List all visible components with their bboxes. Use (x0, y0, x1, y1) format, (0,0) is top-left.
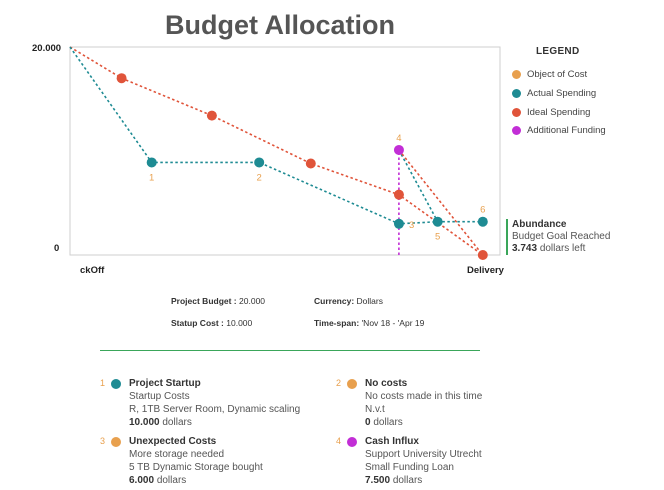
legend-label: Additional Funding (527, 125, 606, 136)
abundance-annotation: Abundance Budget Goal Reached 3.743 doll… (506, 219, 610, 255)
entry-amount: 6.000 (129, 475, 155, 486)
entry-marker (111, 379, 121, 389)
currency-label: Currency: (314, 296, 355, 306)
legend-item-object-of-cost: Object of Cost (512, 69, 587, 80)
series-line-ideal-spending-0 (69, 46, 484, 256)
project-budget-value: 20.000 (239, 296, 266, 306)
section-divider (100, 350, 480, 351)
entry-number: 1 (100, 378, 106, 388)
data-point-actual-spending (477, 216, 488, 227)
data-point-actual-spending (254, 157, 265, 168)
entry-line: R, 1TB Server Room, Dynamic scaling (129, 404, 301, 415)
marker-label-2: 2 (257, 172, 262, 183)
x-label-end: Delivery (467, 265, 504, 276)
project-budget: Project Budget : 20.000 (171, 296, 265, 306)
data-point-ideal-spending (206, 110, 217, 121)
marker-label-3: 3 (409, 220, 414, 231)
entry-title: Unexpected Costs (129, 436, 217, 447)
currency-value: Dollars (356, 296, 383, 306)
abundance-subtitle: Budget Goal Reached (512, 231, 611, 242)
data-point-ideal-spending (393, 189, 404, 200)
data-point-actual-spending (393, 218, 404, 229)
marker-label-6: 6 (480, 205, 485, 216)
entry-title: Cash Influx (365, 436, 419, 447)
entry-line: No costs made in this time (365, 391, 483, 402)
data-point-ideal-spending (116, 73, 127, 84)
data-point-actual-spending (432, 216, 443, 227)
legend-marker (512, 108, 521, 117)
legend-title: LEGEND (536, 46, 580, 57)
entry-number: 4 (336, 436, 342, 446)
entry-amount-suffix: dollars (156, 475, 187, 486)
entry-line: Small Funding Loan (365, 462, 454, 473)
entry-marker (111, 437, 121, 447)
legend-marker (512, 126, 521, 135)
entry-amount-suffix: dollars (373, 417, 403, 428)
time-span-value: 'Nov 18 - 'Apr 19 (361, 318, 425, 328)
marker-label-4: 4 (396, 133, 401, 144)
legend-label: Ideal Spending (527, 107, 591, 118)
startup-cost-value: 10.000 (226, 318, 253, 328)
currency: Currency: Dollars (314, 296, 383, 306)
series-line-actual-spending-1 (69, 46, 483, 225)
time-span: Time-span: 'Nov 18 - 'Apr 19 (314, 318, 424, 328)
legend-label: Object of Cost (527, 69, 588, 80)
series-line-connector-4 (398, 149, 484, 256)
entry-line: Support University Utrecht (365, 449, 482, 460)
chart-title: Budget Allocation (165, 10, 395, 40)
chart-plot: 1 2 3 4 5 6 (69, 46, 501, 260)
entry-amount: 0 (365, 417, 371, 428)
legend-marker (512, 89, 521, 98)
y-tick-max: 20.000 (32, 43, 62, 54)
time-span-label: Time-span: (314, 318, 360, 328)
y-tick-min: 0 (54, 243, 60, 254)
data-point-additional-funding (393, 144, 404, 155)
data-point-ideal-spending (477, 250, 488, 260)
marker-label-1: 1 (149, 172, 154, 183)
entry-line: More storage needed (129, 449, 225, 460)
entry-line: Startup Costs (129, 391, 190, 402)
entry-amount: 7.500 (365, 475, 391, 486)
x-label-start: ckOff (80, 265, 105, 276)
entry-4: 4 Cash Influx Support University Utrecht… (336, 435, 482, 487)
legend-item-actual-spending: Actual Spending (512, 88, 596, 99)
startup-cost-label: Statup Cost : (171, 318, 224, 328)
entry-marker (347, 379, 357, 389)
entry-title: Project Startup (129, 378, 201, 389)
data-point-ideal-spending (305, 158, 316, 169)
entry-3: 3 Unexpected Costs More storage needed 5… (100, 435, 263, 487)
series-line-connector-3 (398, 149, 439, 223)
startup-cost: Statup Cost : 10.000 (171, 318, 252, 328)
entry-amount-suffix: dollars (162, 417, 192, 428)
abundance-title: Abundance (512, 219, 567, 230)
data-point-actual-spending (146, 157, 157, 168)
legend-label: Actual Spending (527, 88, 597, 99)
entry-1: 1 Project Startup Startup Costs R, 1TB S… (100, 377, 300, 429)
marker-label-5: 5 (435, 232, 440, 243)
entry-amount-suffix: dollars (392, 475, 423, 486)
entry-2: 2 No costs No costs made in this time N.… (336, 377, 482, 429)
entry-marker (347, 437, 357, 447)
legend-item-ideal-spending: Ideal Spending (512, 107, 590, 118)
project-budget-label: Project Budget : (171, 296, 237, 306)
plot-area-frame (69, 46, 501, 256)
entry-amount: 10.000 (129, 417, 160, 428)
entry-number: 3 (100, 436, 106, 446)
entry-title: No costs (365, 378, 408, 389)
entry-number: 2 (336, 378, 342, 388)
abundance-amount-suffix: dollars left (539, 243, 586, 254)
abundance-amount: 3.743 (512, 243, 538, 254)
entry-line: 5 TB Dynamic Storage bought (129, 462, 263, 473)
legend-marker (512, 70, 521, 79)
entry-line: N.v.t (365, 404, 385, 415)
legend-item-additional-funding: Additional Funding (512, 125, 606, 136)
